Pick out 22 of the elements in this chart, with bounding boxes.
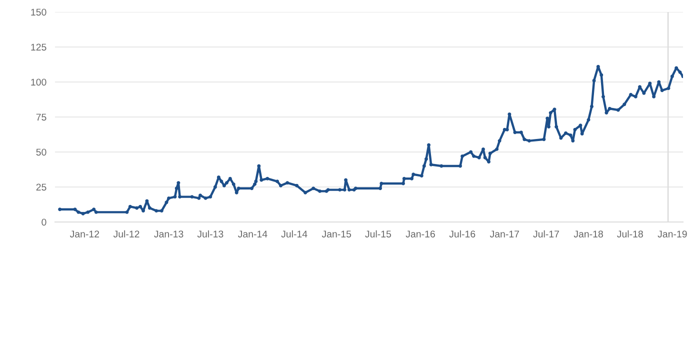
- y-tick-label: 75: [36, 114, 46, 121]
- x-tick-label: Jul-16: [449, 230, 476, 238]
- x-tick-label: Jan-14: [238, 230, 268, 238]
- x-tick-label: Jan-17: [490, 230, 519, 238]
- y-tick-label: 125: [31, 44, 46, 51]
- x-tick-label: Jul-12: [113, 230, 140, 238]
- x-tick-label: Jul-18: [617, 230, 643, 238]
- x-tick-label: Jan-19: [658, 230, 687, 238]
- x-tick-label: Jan-12: [70, 230, 100, 238]
- x-tick-label: Jan-16: [406, 230, 435, 238]
- y-tick-label: 25: [36, 184, 46, 191]
- y-tick-label: 150: [31, 8, 46, 16]
- y-tick-label: 50: [36, 148, 46, 156]
- y-tick-label: 100: [31, 78, 46, 86]
- x-tick-label: Jul-14: [281, 230, 308, 238]
- x-tick-label: Jul-15: [365, 230, 392, 238]
- y-tick-label: 0: [42, 218, 46, 226]
- x-tick-label: Jul-13: [197, 230, 224, 238]
- x-tick-label: Jan-18: [574, 230, 603, 238]
- x-tick-label: Jan-15: [322, 230, 352, 238]
- x-tick-label: Jan-13: [154, 230, 184, 238]
- x-tick-label: Jul-17: [533, 230, 559, 238]
